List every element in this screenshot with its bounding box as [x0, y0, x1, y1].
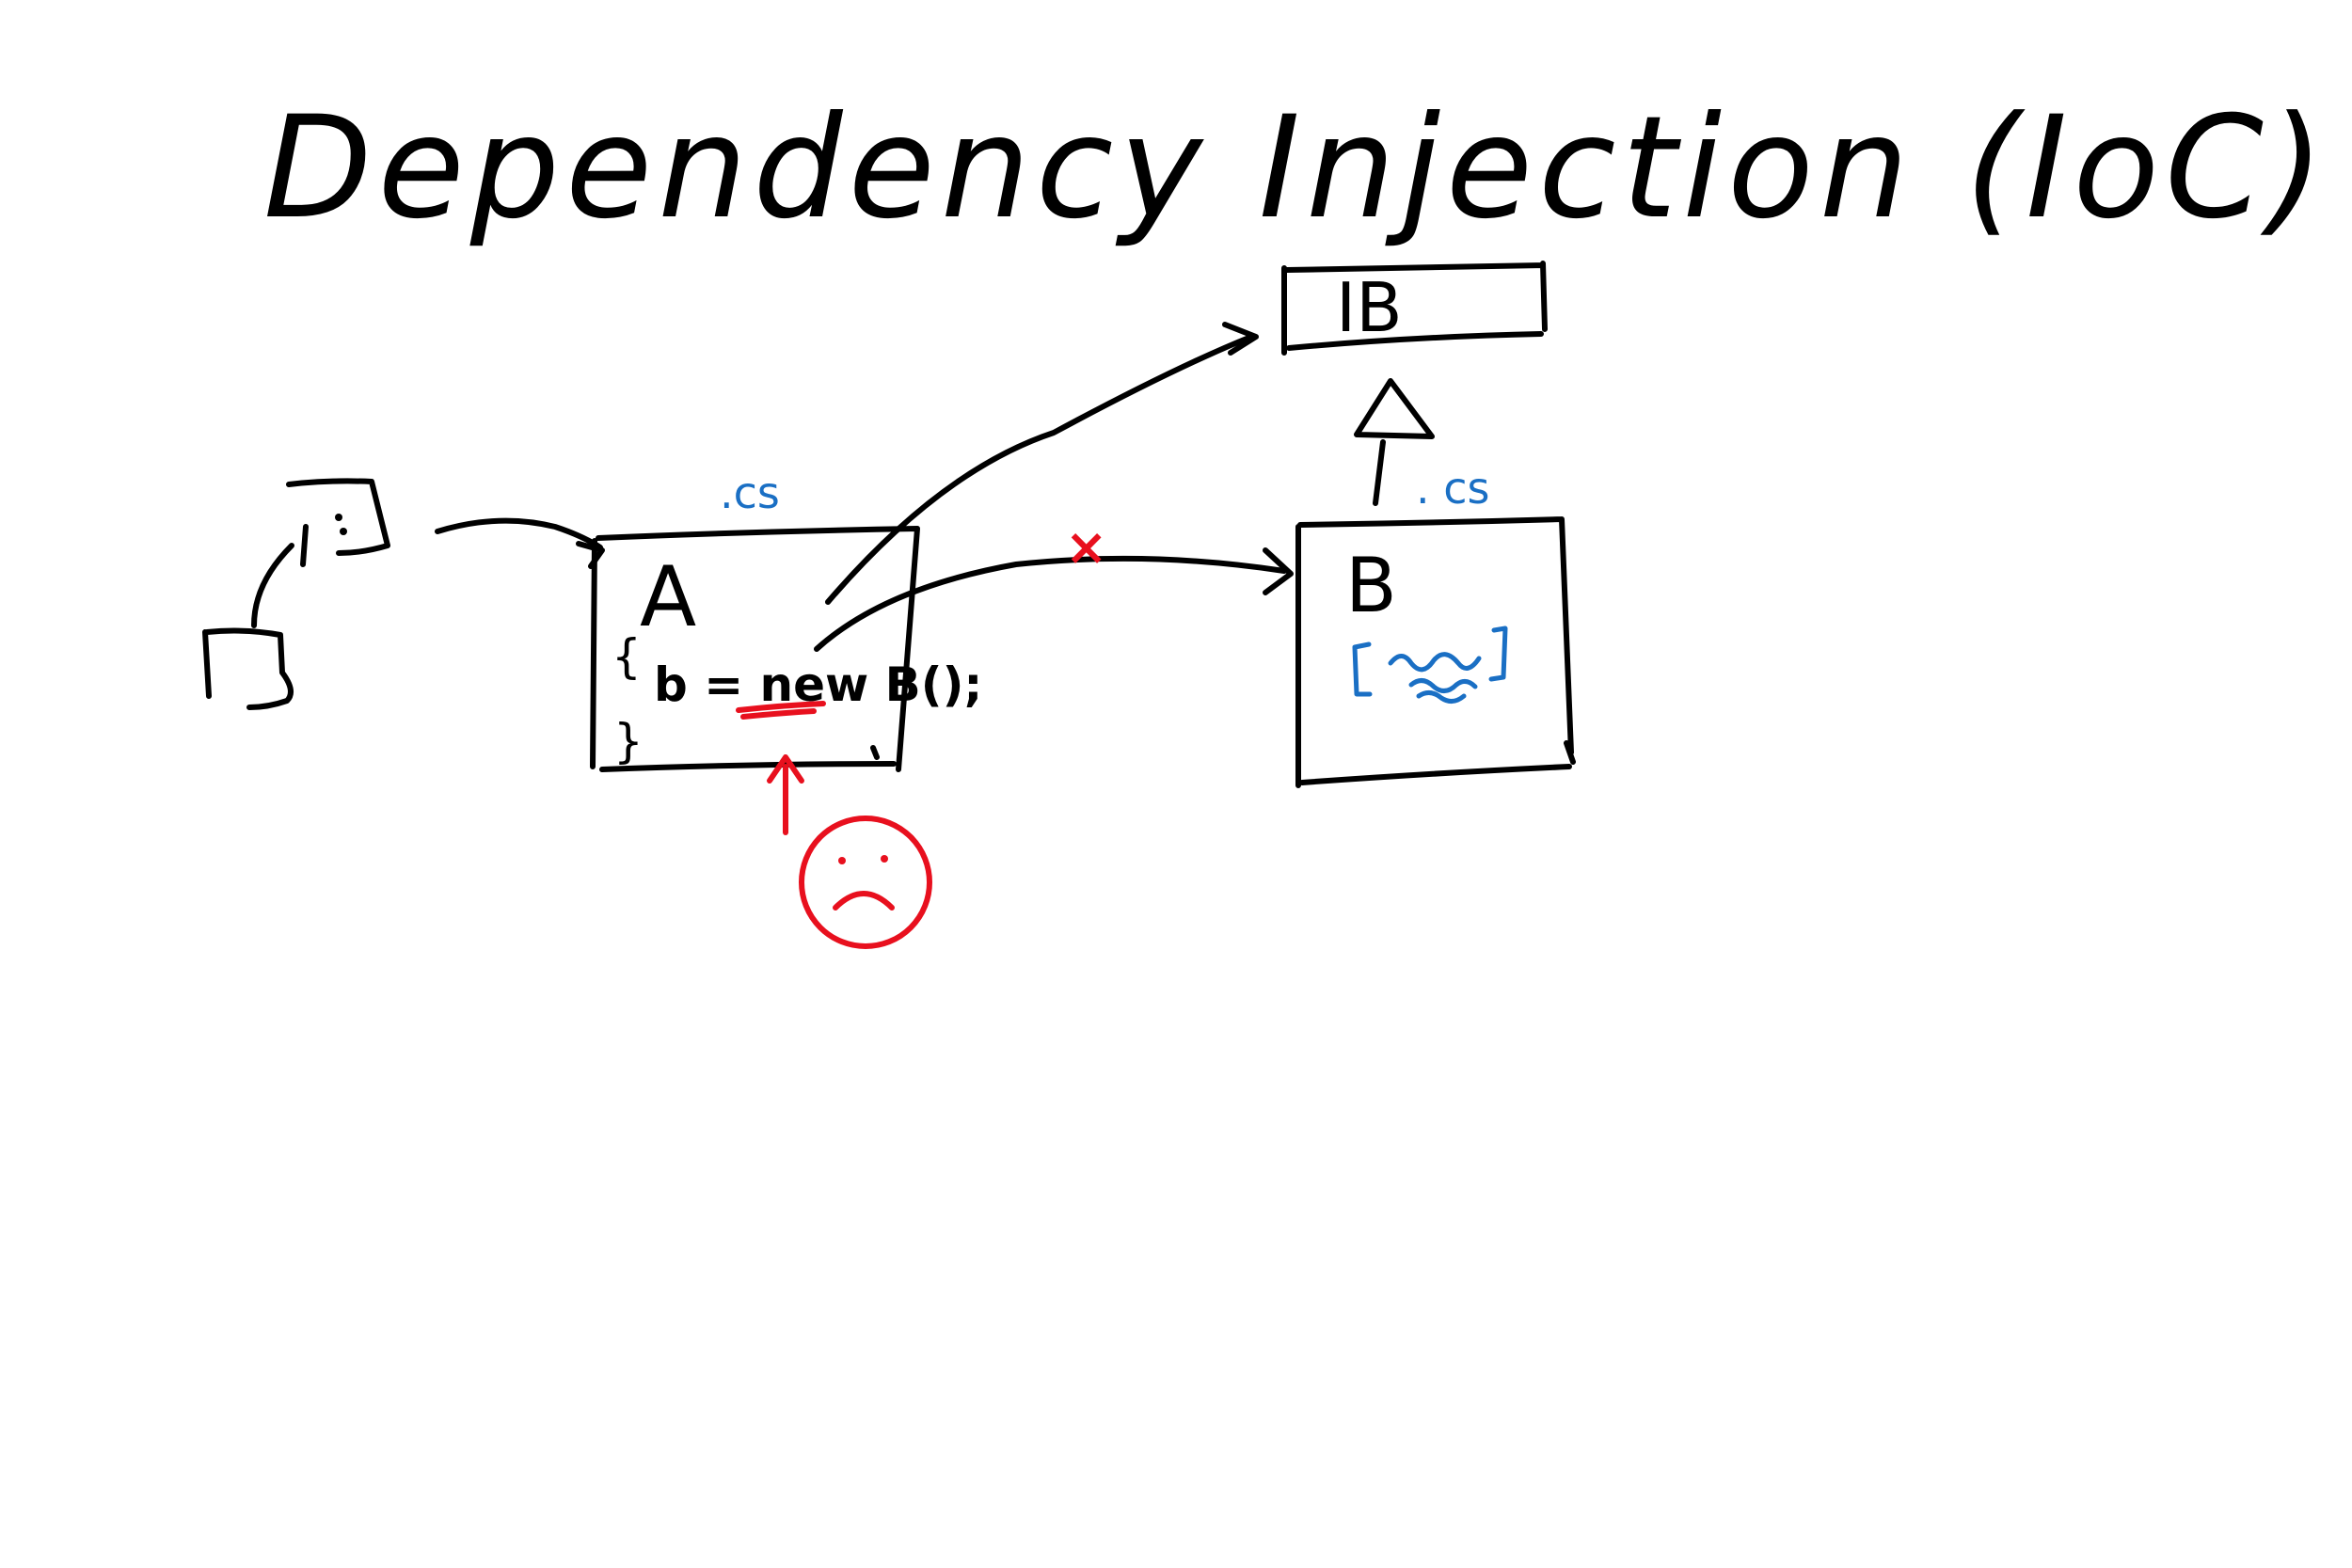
direct-dependency-arrow: [814, 547, 1294, 652]
class-b-attribute: [1352, 626, 1508, 704]
interface-label: IB: [1336, 268, 1403, 347]
problem-arrow: [767, 754, 804, 835]
class-b-label: B: [1345, 542, 1397, 629]
class-a-open-brace: {: [612, 629, 642, 684]
class-a-file-ext: .cs: [720, 467, 780, 518]
class-a-label: A: [640, 548, 696, 645]
implements-arrow: [1354, 378, 1435, 506]
client-doodle-bottom: [202, 627, 294, 710]
new-keyword-underline: [736, 701, 826, 720]
class-b-file-ext: . cs: [1416, 463, 1490, 514]
class-b-box: . cs B: [1295, 463, 1576, 788]
interface-box: IB: [1281, 261, 1548, 356]
sad-face-icon: [799, 816, 932, 949]
broken-link-mark: ×: [1065, 517, 1107, 577]
diagram-title: Dependency Injection (IoC): [263, 87, 2329, 250]
depends-on-interface-arrow: [825, 322, 1259, 605]
class-a-close-brace: }: [613, 714, 644, 768]
class-a-box: .cs A { b = new B(); }: [590, 467, 982, 772]
injector-arrow: [435, 517, 605, 569]
client-doodle-top: [251, 478, 390, 628]
